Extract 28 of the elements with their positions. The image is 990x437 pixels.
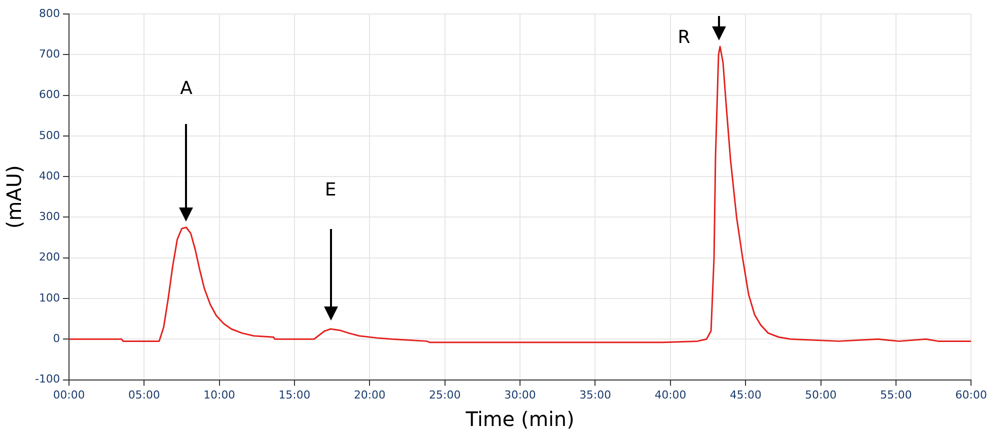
- y-tick-label: -100: [34, 372, 60, 386]
- y-tick-label: 700: [38, 48, 60, 61]
- x-tick-label: 35:00: [579, 388, 612, 402]
- y-axis-title: (mAU): [2, 165, 26, 229]
- y-tick-label: 100: [38, 291, 60, 304]
- y-tick-label: 200: [38, 250, 60, 264]
- x-tick-label: 00:00: [53, 388, 85, 402]
- annotation: A: [180, 78, 194, 99]
- x-tick-label: 20:00: [354, 388, 386, 402]
- annotation: R: [678, 27, 690, 48]
- x-tick-label: 60:00: [955, 388, 987, 402]
- x-tick-label: 05:00: [128, 388, 160, 402]
- y-tick-label: 600: [38, 88, 60, 102]
- y-tick-label: 0: [52, 332, 60, 346]
- x-tick-label: 15:00: [278, 388, 310, 402]
- y-tick-label: 800: [38, 6, 60, 20]
- x-axis-title: Time (min): [464, 407, 574, 432]
- y-tick-label: 300: [38, 210, 60, 224]
- x-tick-label: 25:00: [429, 388, 461, 402]
- x-tick-label: 40:00: [654, 388, 686, 402]
- y-tick-label: 400: [38, 169, 60, 182]
- x-tick-label: 10:00: [203, 388, 236, 402]
- x-tick-label: 55:00: [880, 388, 912, 402]
- annotation: E: [324, 179, 336, 200]
- x-tick-label: 45:00: [730, 388, 762, 402]
- x-tick-label: 50:00: [804, 388, 837, 402]
- y-tick-label: 500: [38, 128, 60, 142]
- x-tick-label: 30:00: [504, 388, 536, 402]
